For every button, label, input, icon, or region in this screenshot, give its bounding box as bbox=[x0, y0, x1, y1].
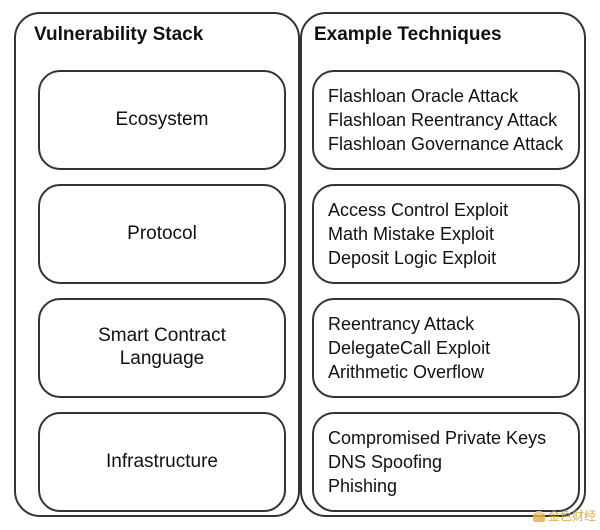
layer-label: Protocol bbox=[127, 223, 197, 246]
layer-label-cell: Infrastructure bbox=[38, 412, 286, 512]
watermark: 金色财经 bbox=[532, 507, 596, 524]
techniques-list: Reentrancy Attack DelegateCall Exploit A… bbox=[328, 312, 490, 385]
vulnerability-stack-diagram: Vulnerability Stack Example Techniques E… bbox=[14, 12, 586, 517]
layer-label-cell: Protocol bbox=[38, 184, 286, 284]
layer-label: Ecosystem bbox=[116, 109, 209, 132]
techniques-cell: Flashloan Oracle Attack Flashloan Reentr… bbox=[312, 70, 580, 170]
techniques-list: Flashloan Oracle Attack Flashloan Reentr… bbox=[328, 84, 563, 157]
watermark-text: 金色财经 bbox=[548, 509, 596, 523]
column-header-right: Example Techniques bbox=[314, 24, 502, 46]
layer-label-cell: Smart Contract Language bbox=[38, 298, 286, 398]
layer-label-cell: Ecosystem bbox=[38, 70, 286, 170]
techniques-list: Compromised Private Keys DNS Spoofing Ph… bbox=[328, 426, 546, 499]
techniques-cell: Access Control Exploit Math Mistake Expl… bbox=[312, 184, 580, 284]
watermark-icon bbox=[532, 510, 546, 524]
techniques-cell: Reentrancy Attack DelegateCall Exploit A… bbox=[312, 298, 580, 398]
techniques-list: Access Control Exploit Math Mistake Expl… bbox=[328, 198, 508, 271]
column-header-left: Vulnerability Stack bbox=[34, 24, 203, 46]
techniques-cell: Compromised Private Keys DNS Spoofing Ph… bbox=[312, 412, 580, 512]
layer-label: Infrastructure bbox=[106, 451, 218, 474]
layer-label: Smart Contract Language bbox=[98, 325, 226, 371]
